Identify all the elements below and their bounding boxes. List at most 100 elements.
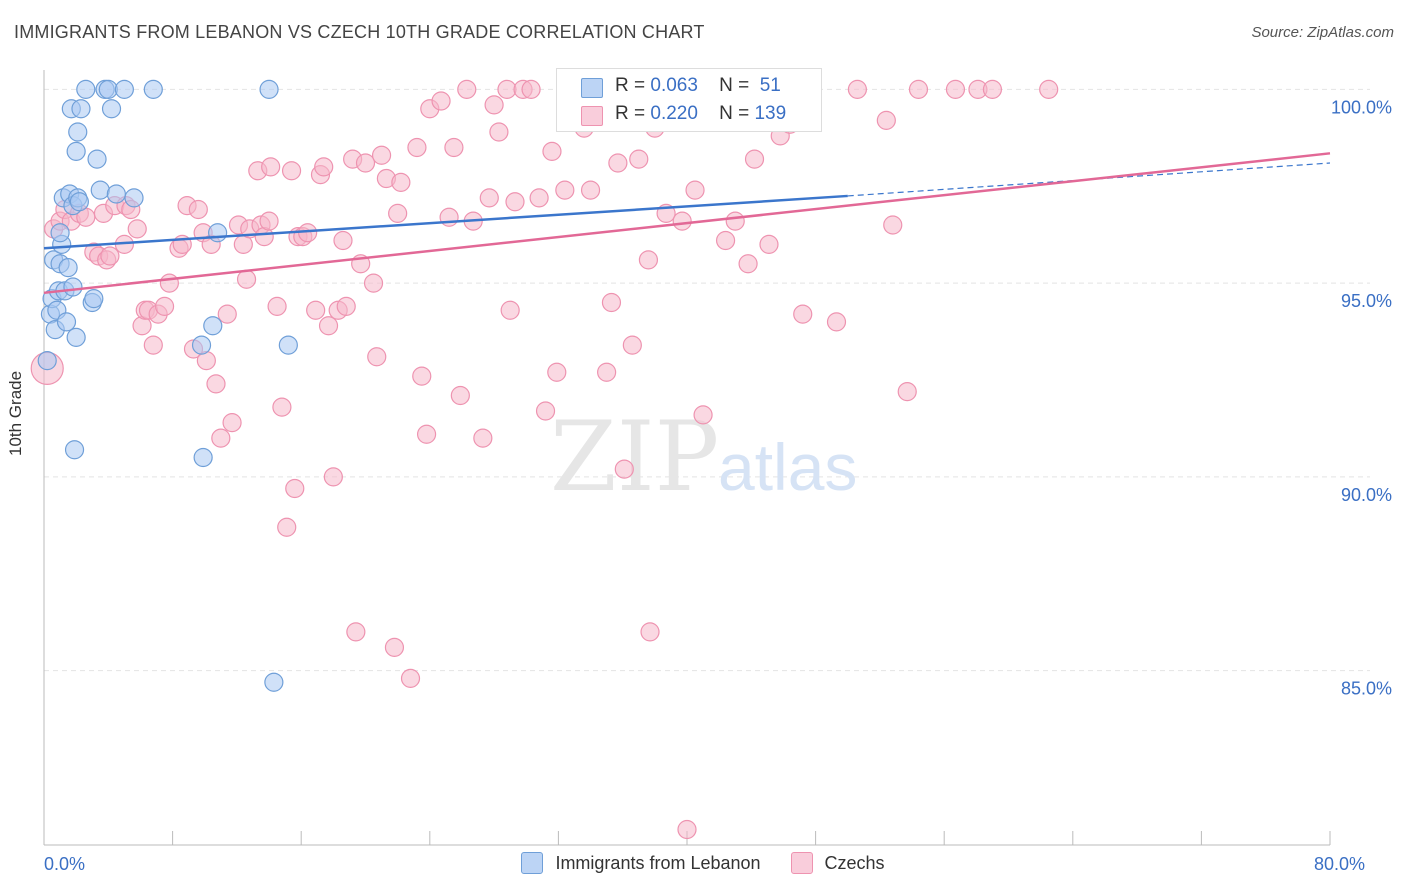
czechs-point [693, 405, 713, 425]
czechs-point [346, 622, 366, 642]
czechs-point [355, 153, 376, 173]
lebanon-point [90, 180, 110, 200]
czechs-point [444, 137, 464, 158]
x-tick-label: 80.0% [1314, 854, 1365, 874]
lebanon-point [87, 149, 107, 169]
czechs-point [505, 192, 525, 212]
czechs-point [371, 145, 392, 165]
tick-labels: 100.0% 95.0% 90.0% 85.0% 0.0% 80.0% [44, 97, 1392, 874]
czechs-point [876, 110, 896, 130]
czechs-point [638, 250, 659, 270]
lebanon-point [66, 141, 86, 161]
czechs-point [217, 304, 237, 324]
czechs-point [159, 273, 179, 293]
czechs-point [601, 292, 622, 313]
czechs-point [489, 122, 509, 142]
x-tick-label: 0.0% [44, 854, 85, 874]
watermark: ZIP atlas [550, 401, 857, 513]
lebanon-point [114, 79, 134, 99]
r-label: R = [615, 75, 646, 96]
watermark-atlas: atlas [718, 430, 857, 504]
czechs-point [677, 819, 697, 840]
lebanon-point [68, 122, 88, 142]
n-label: N = [719, 103, 750, 124]
czechs-point [640, 622, 660, 642]
legend-swatch-lebanon [521, 852, 544, 874]
czechs-point [391, 172, 411, 192]
czechs-point [143, 335, 163, 355]
czechs-point [457, 79, 477, 99]
czechs-point [384, 637, 405, 657]
lebanon-point [101, 99, 122, 119]
czechs-point [497, 79, 517, 99]
axes [43, 70, 1331, 846]
czechs-point [847, 79, 867, 99]
czechs-point [597, 362, 617, 382]
y-tick-label: 95.0% [1341, 291, 1392, 311]
lebanon-point [69, 192, 89, 212]
czechs-point [206, 374, 226, 394]
trend-lines [43, 152, 1331, 295]
lebanon-point [71, 99, 91, 119]
czechs-point [367, 347, 387, 367]
legend-swatch-czechs [790, 852, 813, 874]
czechs-point [281, 161, 302, 181]
stats-box: R = 0.063 N = 51 R = 0.220 N = 139 [556, 68, 822, 132]
lebanon-point [64, 440, 85, 460]
watermark-zip: ZIP [550, 401, 719, 513]
lebanon-point [264, 672, 284, 692]
czechs-point [580, 180, 601, 200]
czechs-point [547, 362, 567, 382]
czechs-point [211, 428, 231, 448]
czechs-point [400, 668, 421, 688]
legend-item-lebanon[interactable]: Immigrants from Lebanon [521, 852, 761, 874]
czechs-point [236, 269, 257, 289]
source-label: Source: ZipAtlas.com [1251, 24, 1394, 41]
lebanon-point [278, 335, 298, 355]
gridlines [44, 88, 1370, 672]
czechs-point [407, 137, 427, 158]
lebanon-point [208, 223, 228, 243]
czechs-point [945, 79, 966, 99]
czechs-point [759, 234, 779, 254]
czechs-point [715, 230, 736, 251]
lebanon-point [191, 335, 212, 355]
czechs-point [333, 230, 353, 251]
czechs-point [793, 304, 813, 324]
lebanon-point [98, 79, 118, 99]
legend: Immigrants from Lebanon Czechs [0, 852, 1406, 874]
chart-title: IMMIGRANTS FROM LEBANON VS CZECH 10TH GR… [14, 22, 705, 42]
r-value-lebanon: 0.063 [650, 75, 698, 96]
czechs-point [416, 424, 437, 444]
czechs-point [314, 157, 334, 177]
lebanon-points [37, 79, 298, 692]
lebanon-point [106, 184, 126, 204]
czechs-point [622, 335, 642, 355]
czechs-point [272, 397, 292, 417]
legend-item-czechs[interactable]: Czechs [790, 852, 885, 874]
czechs-trend-line [43, 152, 1331, 295]
lebanon-point [63, 277, 83, 297]
czechs-point [479, 188, 499, 208]
czechs-point [363, 273, 384, 293]
lebanon-point [193, 447, 213, 468]
czechs-point [685, 180, 705, 200]
czechs-point [629, 149, 649, 169]
lebanon-point [66, 327, 86, 347]
czechs-point [336, 296, 356, 316]
czechs-point [555, 180, 575, 200]
czechs-point [725, 211, 745, 231]
czechs-point [744, 149, 765, 169]
czechs-point [542, 141, 562, 161]
lebanon-swatch [581, 78, 603, 98]
czechs-point [982, 79, 1003, 99]
czechs-point [738, 254, 758, 274]
legend-label-lebanon: Immigrants from Lebanon [555, 852, 761, 873]
czechs-point [535, 401, 556, 421]
czechs-point [897, 382, 917, 402]
czechs-point [431, 91, 451, 111]
czechs-point [188, 199, 208, 220]
czechs-points [30, 79, 1059, 840]
legend-label-czechs: Czechs [824, 852, 885, 873]
